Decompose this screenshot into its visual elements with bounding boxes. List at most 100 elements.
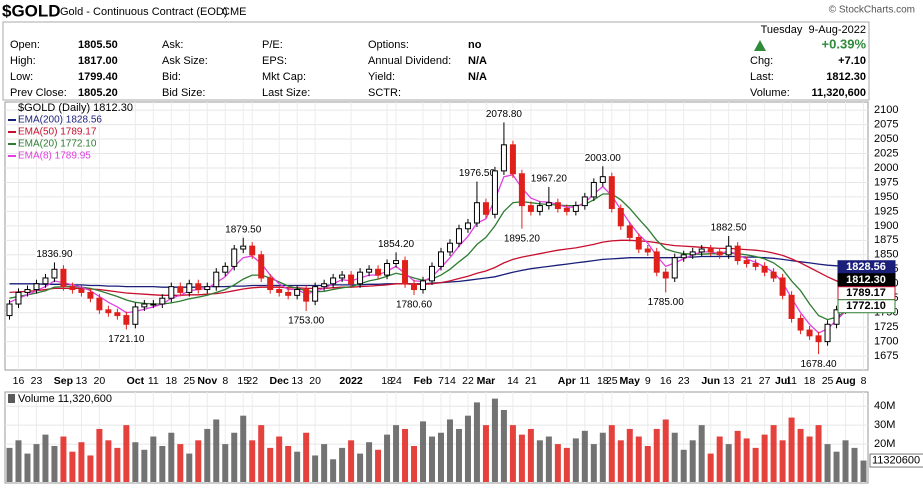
y-tick-label: 1975 (874, 176, 898, 188)
x-tick-label: 21 (525, 375, 537, 387)
x-tick-label: Apr (558, 375, 576, 387)
x-tick-label: 25 (606, 375, 618, 387)
volume-bar (635, 436, 642, 482)
volume-bar (321, 444, 328, 482)
volume-bar (312, 455, 319, 482)
volume-bar (294, 451, 301, 482)
volume-bar (114, 447, 121, 482)
candle-body (213, 271, 220, 288)
low-label: 1678.40 (800, 359, 837, 370)
x-tick-label: 15 (237, 375, 249, 387)
candle-body (581, 196, 588, 207)
volume-bar (366, 442, 373, 482)
x-tick-label: 25 (183, 375, 195, 387)
candle-body (671, 257, 678, 279)
x-tick-label: 9 (645, 375, 651, 387)
volume-bar (815, 425, 822, 482)
x-tick-label: 18 (804, 375, 816, 387)
candle-body (312, 286, 319, 302)
x-tick-label: 27 (759, 375, 771, 387)
volume-bar (545, 436, 552, 482)
candle-body (518, 173, 525, 207)
candle-body (824, 323, 831, 343)
volume-bar (87, 455, 94, 482)
high-label: 1836.90 (36, 249, 73, 260)
field-label: Ask Size: (162, 55, 208, 67)
volume-bar (509, 425, 516, 482)
candle-body (689, 251, 696, 256)
symbol: $GOLD (2, 1, 61, 20)
candle-body (186, 283, 193, 293)
field-label: EPS: (262, 55, 287, 67)
price-tag-label: 1772.10 (846, 300, 886, 312)
legend-swatch (8, 394, 15, 403)
x-tick-label: 8 (222, 375, 228, 387)
volume-bar (159, 446, 166, 482)
field-value: 1817.00 (78, 55, 118, 67)
x-tick-label: 20 (94, 375, 106, 387)
volume-bar (500, 410, 507, 482)
candle-body (833, 309, 840, 325)
volume-bar (446, 419, 453, 482)
candle-body (698, 248, 705, 253)
volume-bar (743, 438, 750, 482)
volume-bar (698, 425, 705, 482)
volume-bar (393, 425, 400, 482)
volume-bar (464, 415, 471, 482)
volume-bar (51, 446, 58, 482)
y-tick-label: 40M (874, 400, 895, 412)
volume-bar (437, 432, 444, 482)
legend-title: Volume 11,320,600 (18, 393, 112, 405)
candle-body (357, 271, 364, 285)
volume-tag-label: 11320600 (872, 454, 920, 466)
price-tag (837, 299, 896, 314)
change-pct: +0.39% (822, 36, 867, 51)
x-tick-label: 18 (165, 375, 177, 387)
x-tick-label: Sep (54, 375, 73, 387)
volume-bar (770, 425, 777, 482)
instrument-name: Gold - Continuous Contract (EOD) (60, 6, 228, 18)
candle-body (150, 303, 157, 306)
candle-body (680, 254, 687, 259)
candle-body (635, 236, 642, 250)
field-label: Bid Size: (162, 87, 205, 99)
y-tick-label: 2075 (874, 118, 898, 130)
volume-bar (15, 440, 22, 482)
field-label: Prev Close: (10, 87, 67, 99)
candle-body (267, 277, 274, 291)
volume-bar (132, 442, 139, 482)
y-tick-label: 20M (874, 438, 895, 450)
candle-body (339, 274, 346, 279)
high-label: 1967.20 (531, 174, 568, 185)
x-tick-label: May (620, 375, 641, 387)
candle-body (725, 245, 732, 256)
volume-bar (554, 444, 561, 482)
candle-body (536, 205, 543, 212)
field-label: Chg: (750, 55, 773, 67)
field-label: Mkt Cap: (262, 71, 306, 83)
up-arrow (754, 40, 766, 51)
candle-body (42, 277, 49, 285)
volume-bar (455, 428, 462, 482)
field-value: no (468, 39, 482, 51)
volume-bar (123, 425, 130, 482)
y-tick-label: 1700 (874, 336, 898, 348)
volume-bar (680, 449, 687, 482)
legend-entry: EMA(50) 1789.17 (18, 127, 97, 138)
candle-body (204, 286, 211, 291)
candle-body (509, 144, 516, 175)
volume-bar (330, 459, 337, 482)
candle-body (464, 222, 471, 230)
field-label: High: (10, 55, 36, 67)
x-tick-label: 18 (381, 375, 393, 387)
candle-body (806, 329, 813, 337)
volume-bar (716, 436, 723, 482)
candle-body (815, 335, 822, 343)
field-value: N/A (468, 71, 487, 83)
field-value: 1812.30 (826, 71, 866, 83)
volume-panel (4, 391, 869, 484)
x-tick-label: 11 (579, 375, 590, 387)
legend-title: $GOLD (Daily) 1812.30 (18, 102, 133, 114)
high-label: 1854.20 (378, 239, 415, 250)
